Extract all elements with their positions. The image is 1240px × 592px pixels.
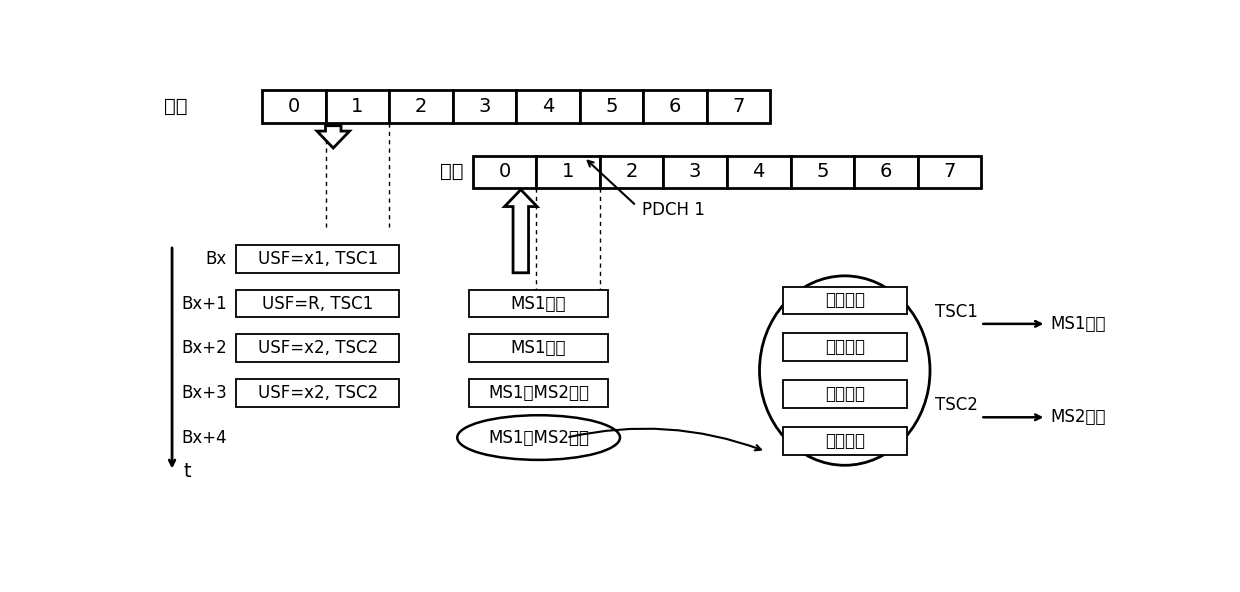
Text: 突发脉冲: 突发脉冲	[825, 338, 864, 356]
Text: 3: 3	[479, 97, 491, 116]
Text: 4: 4	[542, 97, 554, 116]
Bar	[237, 334, 399, 362]
Text: USF=R, TSC1: USF=R, TSC1	[262, 295, 373, 313]
Text: USF=x2, TSC2: USF=x2, TSC2	[258, 384, 378, 402]
Bar	[469, 379, 609, 407]
Text: TSC1: TSC1	[935, 303, 977, 321]
Text: MS1和MS2发送: MS1和MS2发送	[489, 429, 589, 446]
Bar	[237, 379, 399, 407]
Text: 6: 6	[668, 97, 681, 116]
Bar	[782, 380, 906, 408]
Ellipse shape	[759, 276, 930, 465]
Text: USF=x2, TSC2: USF=x2, TSC2	[258, 339, 378, 357]
Ellipse shape	[458, 415, 620, 460]
Bar	[854, 156, 918, 188]
Bar	[237, 289, 399, 317]
Text: 突发脉冲: 突发脉冲	[825, 291, 864, 310]
Polygon shape	[505, 189, 537, 273]
Text: 1: 1	[351, 97, 363, 116]
Bar	[580, 91, 644, 123]
Text: USF=x1, TSC1: USF=x1, TSC1	[258, 250, 378, 268]
Text: 突发脉冲: 突发脉冲	[825, 385, 864, 403]
Bar	[727, 156, 791, 188]
Text: Bx+4: Bx+4	[181, 429, 227, 446]
Bar	[262, 91, 325, 123]
Text: PDCH 1: PDCH 1	[642, 201, 706, 218]
Text: MS1发送: MS1发送	[511, 339, 567, 357]
Bar	[791, 156, 854, 188]
Text: 5: 5	[605, 97, 618, 116]
Text: 0: 0	[498, 162, 511, 181]
Text: MS1数据: MS1数据	[1050, 315, 1106, 333]
Bar	[782, 333, 906, 361]
Bar	[644, 91, 707, 123]
Text: Bx: Bx	[206, 250, 227, 268]
Text: 0: 0	[288, 97, 300, 116]
Text: MS1和MS2发送: MS1和MS2发送	[489, 384, 589, 402]
Bar	[707, 91, 770, 123]
Bar	[469, 334, 609, 362]
Text: 3: 3	[689, 162, 702, 181]
Text: 7: 7	[733, 97, 745, 116]
Text: 突发脉冲: 突发脉冲	[825, 432, 864, 450]
Bar	[516, 91, 580, 123]
Text: 7: 7	[944, 162, 956, 181]
Text: 2: 2	[625, 162, 637, 181]
Bar	[472, 156, 537, 188]
Text: 2: 2	[414, 97, 427, 116]
Text: 5: 5	[816, 162, 828, 181]
Text: 6: 6	[879, 162, 892, 181]
Text: 上行: 上行	[440, 162, 464, 181]
Bar	[782, 427, 906, 455]
Bar	[325, 91, 389, 123]
Bar	[918, 156, 981, 188]
Text: 4: 4	[753, 162, 765, 181]
Bar	[237, 245, 399, 273]
Bar	[469, 289, 609, 317]
Text: Bx+2: Bx+2	[181, 339, 227, 357]
Text: MS1发送: MS1发送	[511, 295, 567, 313]
Text: 下行: 下行	[164, 97, 187, 116]
Text: t: t	[184, 462, 191, 481]
Text: 1: 1	[562, 162, 574, 181]
Bar	[453, 91, 516, 123]
Polygon shape	[317, 126, 350, 148]
Text: MS2数据: MS2数据	[1050, 408, 1106, 426]
Bar	[536, 156, 600, 188]
Text: Bx+3: Bx+3	[181, 384, 227, 402]
Text: Bx+1: Bx+1	[181, 295, 227, 313]
Bar	[663, 156, 727, 188]
Bar	[600, 156, 663, 188]
Text: TSC2: TSC2	[935, 396, 977, 414]
Bar	[389, 91, 453, 123]
Bar	[782, 287, 906, 314]
